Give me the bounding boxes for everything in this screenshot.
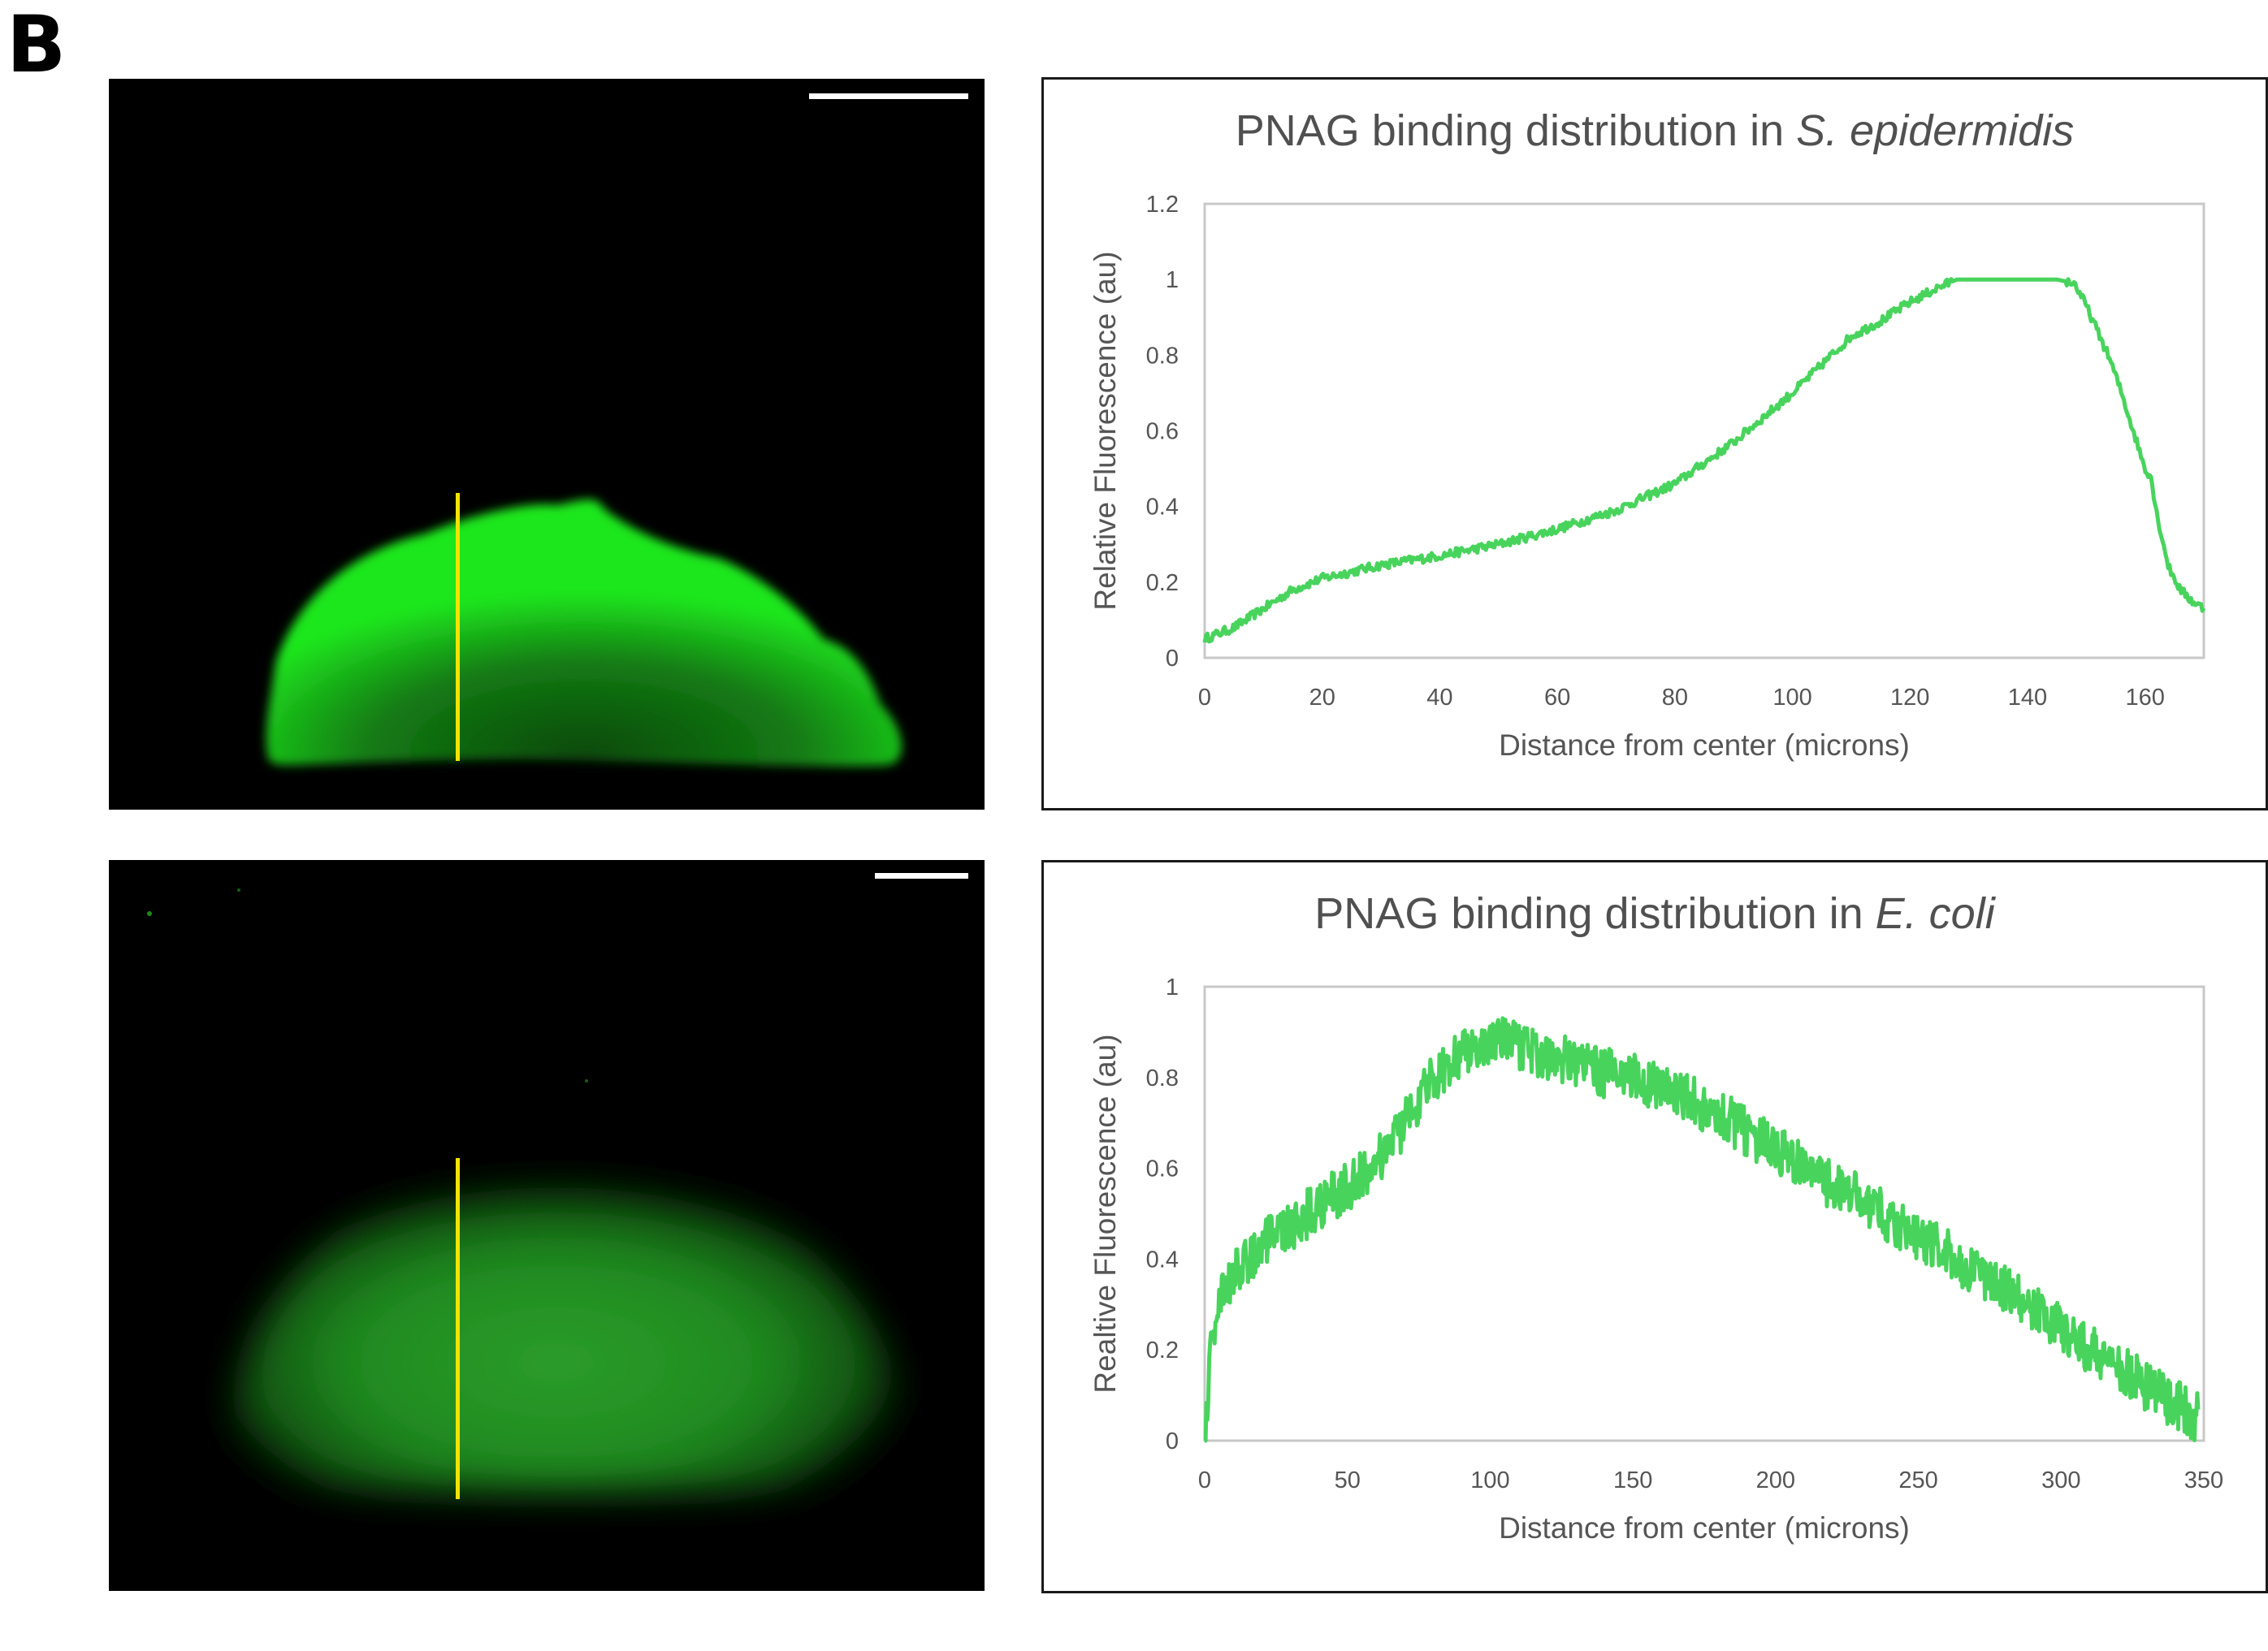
y-tick-label: 0.4 — [1146, 495, 1179, 521]
profile-line-bottom — [456, 1158, 460, 1499]
x-tick-label: 160 — [2125, 685, 2164, 711]
micrograph-e-coli — [109, 860, 985, 1591]
y-tick-label: 0.2 — [1146, 1338, 1179, 1364]
title-species: S. epidermidis — [1796, 106, 2075, 155]
speck — [237, 888, 240, 892]
title-prefix: PNAG binding distribution in — [1235, 106, 1797, 155]
series-line — [1203, 1016, 2201, 1443]
x-tick-label: 120 — [1890, 685, 1929, 711]
x-axis-label: Distance from center (microns) — [1499, 728, 1910, 762]
y-tick-label: 0.8 — [1146, 343, 1179, 369]
x-tick-label: 300 — [2041, 1467, 2080, 1493]
x-tick-label: 200 — [1756, 1467, 1795, 1493]
x-tick-label: 150 — [1613, 1467, 1652, 1493]
chart-title: PNAG binding distribution in E. coli — [1044, 888, 2266, 939]
profile-line-top — [456, 493, 460, 761]
series-line — [1202, 277, 2206, 644]
x-tick-label: 100 — [1470, 1467, 1509, 1493]
x-tick-label: 250 — [1898, 1467, 1937, 1493]
y-tick-label: 0.8 — [1146, 1065, 1179, 1091]
x-tick-label: 350 — [2184, 1467, 2223, 1493]
y-tick-label: 1 — [1166, 975, 1179, 1001]
chart-s-epidermidis: PNAG binding distribution in S. epidermi… — [1041, 77, 2268, 810]
x-tick-label: 0 — [1198, 1467, 1211, 1493]
x-axis-label: Distance from center (microns) — [1499, 1511, 1910, 1545]
biofilm-colony-bottom — [230, 1149, 910, 1493]
speck — [147, 911, 152, 916]
panel-label: B — [6, 0, 67, 90]
x-tick-label: 80 — [1662, 685, 1688, 711]
y-tick-label: 0.4 — [1146, 1247, 1179, 1273]
y-axis-label: Relative Fluorescence (au) — [1089, 251, 1122, 610]
y-tick-label: 0 — [1166, 1428, 1179, 1454]
speck — [585, 1079, 588, 1083]
plot-frame — [1203, 202, 2205, 659]
micrograph-s-epidermidis — [109, 79, 985, 810]
x-tick-label: 100 — [1772, 685, 1811, 711]
y-tick-label: 1 — [1166, 267, 1179, 293]
y-tick-label: 0.6 — [1146, 419, 1179, 445]
scale-bar-bottom — [875, 873, 968, 879]
line-plot: 0 0.2 0.4 0.6 0.8 1 1.2 0 20 40 60 80 100 120 140 160 Di… — [1089, 192, 2206, 762]
title-species: E. coli — [1875, 889, 1995, 938]
x-tick-label: 20 — [1309, 685, 1335, 711]
y-tick-label: 0.2 — [1146, 570, 1179, 596]
fluorescence-image-top — [266, 493, 902, 767]
plot-frame — [1203, 985, 2205, 1442]
x-tick-label: 140 — [2008, 685, 2047, 711]
fluorescence-image-bottom — [147, 888, 910, 1499]
y-tick-label: 0 — [1166, 646, 1179, 672]
scale-bar-top — [809, 93, 968, 99]
biofilm-colony-top — [266, 499, 902, 767]
x-tick-label: 0 — [1198, 685, 1211, 711]
title-prefix: PNAG binding distribution in — [1314, 889, 1876, 938]
y-tick-label: 1.2 — [1146, 192, 1179, 218]
x-tick-label: 60 — [1544, 685, 1570, 711]
x-tick-label: 40 — [1426, 685, 1452, 711]
chart-title: PNAG binding distribution in S. epidermi… — [1044, 106, 2266, 156]
x-tick-label: 50 — [1335, 1467, 1361, 1493]
y-axis-label: Realtive Fluorescence (au) — [1089, 1034, 1122, 1393]
line-plot: 0 0.2 0.4 0.6 0.8 1 0 50 100 150 200 250 300 350 Dista… — [1089, 975, 2223, 1545]
y-tick-label: 0.6 — [1146, 1156, 1179, 1182]
chart-e-coli: PNAG binding distribution in E. coli 0 0.… — [1041, 860, 2268, 1593]
